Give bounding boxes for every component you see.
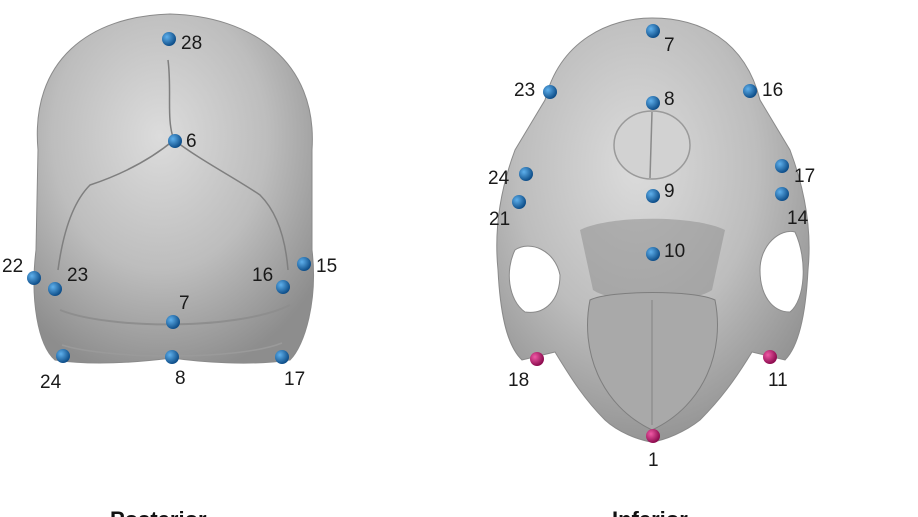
- landmark-point: [168, 134, 182, 148]
- landmark-point: [743, 84, 757, 98]
- landmark-point: [162, 32, 176, 46]
- landmark-point: [543, 85, 557, 99]
- landmark-label: 8: [175, 368, 186, 389]
- landmark-label: 23: [514, 80, 535, 101]
- inferior-landmarks: 7 23 8 16 24 17 9 21 14 10 18 11 1: [488, 24, 815, 471]
- landmark-label: 18: [508, 370, 529, 391]
- landmark-label: 28: [181, 33, 202, 54]
- landmark-point: [166, 315, 180, 329]
- landmark-point: [646, 247, 660, 261]
- landmark-point: [646, 429, 660, 443]
- landmark-point: [763, 350, 777, 364]
- landmark-label: 16: [252, 265, 273, 286]
- landmark-point: [165, 350, 179, 364]
- caption-posterior: Posterior: [110, 507, 207, 517]
- landmark-label: 11: [768, 370, 788, 391]
- landmark-point: [27, 271, 41, 285]
- landmark-point: [519, 167, 533, 181]
- landmark-point: [646, 96, 660, 110]
- landmark-point: [775, 159, 789, 173]
- landmark-label: 22: [2, 256, 23, 277]
- landmark-label: 10: [664, 241, 685, 262]
- landmark-label: 9: [664, 181, 675, 202]
- landmark-label: 24: [40, 372, 62, 393]
- landmark-point: [276, 280, 290, 294]
- landmark-label: 7: [179, 293, 190, 314]
- landmark-label: 17: [284, 369, 305, 390]
- posterior-landmarks: 28 6 22 23 16 15 7 24 8 17: [2, 32, 337, 393]
- landmark-point: [646, 24, 660, 38]
- landmark-label: 15: [316, 256, 337, 277]
- landmark-label: 1: [648, 450, 659, 471]
- landmark-label: 16: [762, 80, 783, 101]
- landmark-label: 14: [787, 208, 809, 229]
- landmark-point: [56, 349, 70, 363]
- landmark-label: 6: [186, 131, 197, 152]
- landmark-point: [275, 350, 289, 364]
- landmark-label: 17: [794, 166, 815, 187]
- caption-inferior: Inferior: [612, 507, 688, 517]
- posterior-skull: [33, 13, 314, 364]
- landmark-point: [48, 282, 62, 296]
- landmark-label: 21: [489, 209, 510, 230]
- landmark-point: [646, 189, 660, 203]
- landmark-label: 7: [664, 35, 675, 56]
- inferior-skull: [496, 17, 810, 443]
- landmark-point: [297, 257, 311, 271]
- landmark-point: [530, 352, 544, 366]
- landmark-point: [775, 187, 789, 201]
- landmark-label: 23: [67, 265, 88, 286]
- landmark-point: [512, 195, 526, 209]
- landmark-label: 24: [488, 168, 510, 189]
- landmark-label: 8: [664, 89, 675, 110]
